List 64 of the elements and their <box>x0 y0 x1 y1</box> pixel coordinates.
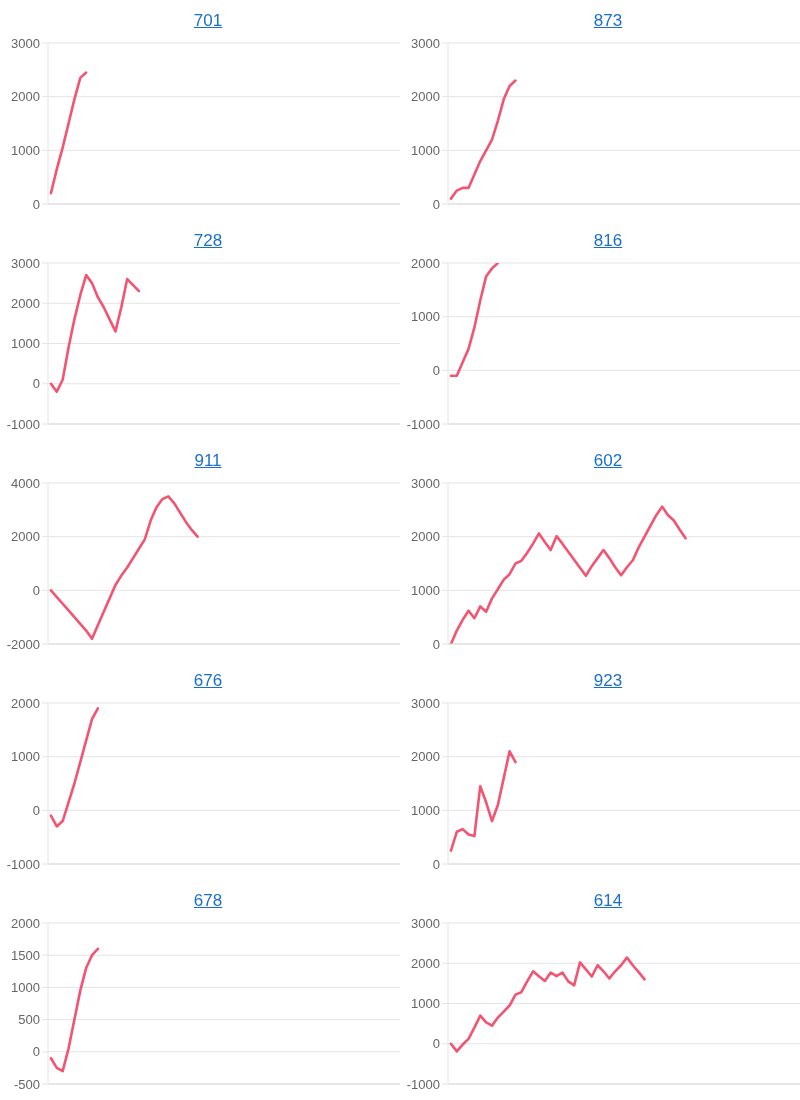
y-tick-label: 2000 <box>11 89 40 105</box>
line-series <box>49 71 88 195</box>
y-tick-label: -1000 <box>406 1076 440 1092</box>
line-series <box>49 495 199 640</box>
y-tick-label: -500 <box>13 1076 40 1092</box>
y-tick-label: 0 <box>432 636 440 652</box>
y-tick-label: -1000 <box>406 416 440 432</box>
y-tick-label: 2000 <box>411 955 440 971</box>
y-tick-label: 1000 <box>11 749 40 765</box>
chart-title: 678 <box>192 890 224 912</box>
line-series <box>49 707 100 828</box>
chart-title: 816 <box>592 230 624 252</box>
chart-title: 923 <box>592 670 624 692</box>
chart-title: 701 <box>192 10 224 32</box>
y-tick-label: 0 <box>432 196 440 212</box>
y-tick-label: 1500 <box>11 947 40 963</box>
y-tick-label: 0 <box>432 856 440 872</box>
chart-title: 873 <box>592 10 624 32</box>
y-tick-label: 4000 <box>11 475 40 491</box>
y-tick-label: 0 <box>32 802 40 818</box>
y-tick-label: 3000 <box>411 35 440 51</box>
y-tick-label: 500 <box>18 1012 40 1028</box>
y-tick-label: 3000 <box>11 35 40 51</box>
chart-title: 728 <box>192 230 224 252</box>
y-tick-label: 1000 <box>11 142 40 158</box>
line-series <box>449 505 687 644</box>
y-tick-label: 3000 <box>411 915 440 931</box>
y-tick-label: 2000 <box>11 915 40 931</box>
y-tick-label: 3000 <box>11 255 40 271</box>
y-tick-label: 2000 <box>11 695 40 711</box>
y-tick-label: 2000 <box>411 749 440 765</box>
y-tick-label: 0 <box>432 362 440 378</box>
chart-title: 614 <box>592 890 624 912</box>
y-tick-label: 2000 <box>411 89 440 105</box>
y-tick-label: 1000 <box>411 996 440 1012</box>
y-tick-label: 1000 <box>11 336 40 352</box>
y-tick-label: 1000 <box>411 802 440 818</box>
chart-title: 911 <box>193 450 223 472</box>
line-series <box>449 263 500 377</box>
line-series <box>449 750 517 852</box>
y-tick-label: 2000 <box>11 529 40 545</box>
y-tick-label: 1000 <box>11 980 40 996</box>
y-tick-label: 1000 <box>411 309 440 325</box>
y-tick-label: 2000 <box>11 295 40 311</box>
y-tick-label: -1000 <box>6 416 40 432</box>
y-tick-label: 3000 <box>411 695 440 711</box>
y-tick-label: 0 <box>32 196 40 212</box>
line-series <box>49 947 100 1073</box>
y-tick-label: 3000 <box>411 475 440 491</box>
y-tick-label: 2000 <box>411 255 440 271</box>
y-tick-label: 1000 <box>411 142 440 158</box>
y-tick-label: 1000 <box>411 582 440 598</box>
y-tick-label: 0 <box>32 1044 40 1060</box>
y-tick-label: -1000 <box>6 856 40 872</box>
y-tick-label: -2000 <box>6 636 40 652</box>
line-series <box>449 956 646 1053</box>
y-tick-label: 0 <box>32 376 40 392</box>
line-series <box>449 79 517 200</box>
y-tick-label: 2000 <box>411 529 440 545</box>
y-tick-label: 0 <box>432 1036 440 1052</box>
y-tick-label: 0 <box>32 582 40 598</box>
chart-title: 676 <box>192 670 224 692</box>
line-series <box>49 273 141 394</box>
chart-title: 602 <box>592 450 624 472</box>
